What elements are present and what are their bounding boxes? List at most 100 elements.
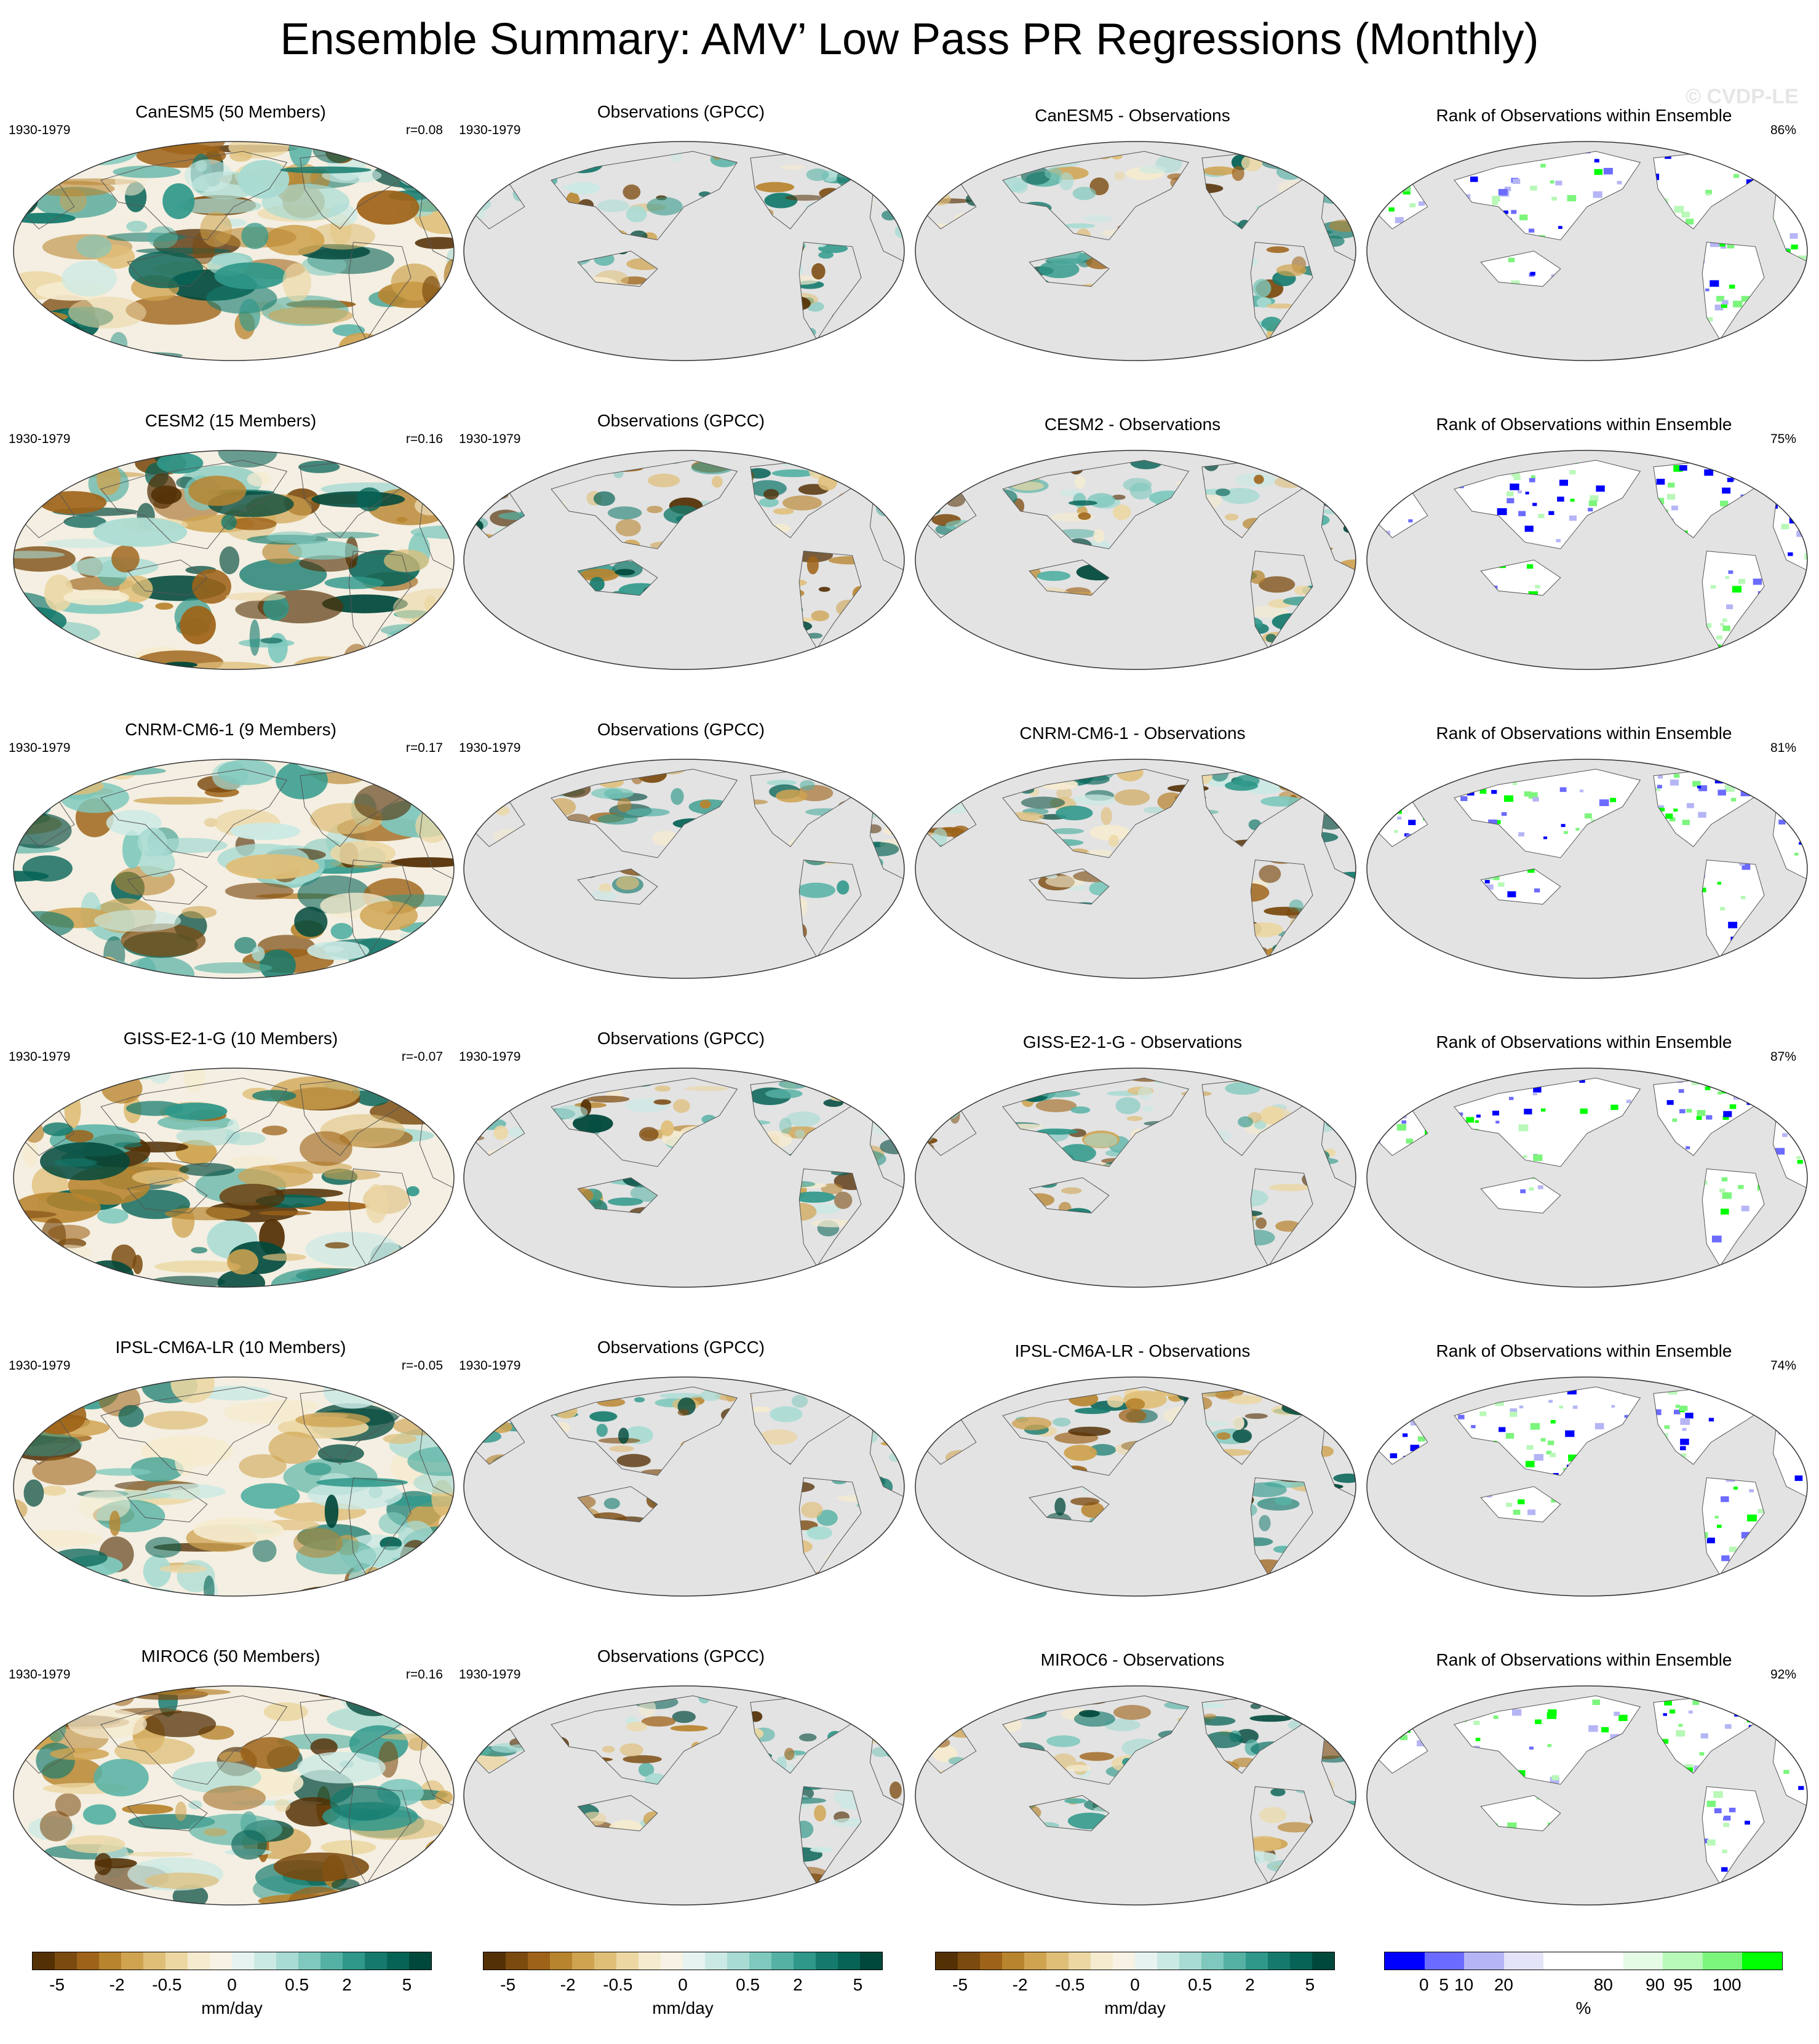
precip-anomaly-patch bbox=[143, 1711, 217, 1738]
coastline bbox=[348, 242, 412, 340]
rank-cell bbox=[1773, 1713, 1783, 1720]
diff-map bbox=[915, 759, 1356, 979]
panel-title: GISS-E2-1-G (10 Members) bbox=[123, 1029, 338, 1048]
precip-anomaly-patch bbox=[1212, 1685, 1246, 1691]
rank-cell bbox=[1462, 767, 1469, 768]
precip-anomaly-patch bbox=[603, 1498, 620, 1509]
precip-anomaly-patch bbox=[217, 1269, 265, 1287]
model-panel: GISS-E2-1-G (10 Members) 1930-1979 r=-0.07 bbox=[6, 1025, 455, 1333]
rank-cell bbox=[1391, 1579, 1399, 1586]
precip-anomaly-patch bbox=[923, 1084, 935, 1095]
rank-cell bbox=[1746, 179, 1753, 185]
precip-anomaly-patch bbox=[471, 1847, 474, 1864]
colorbar-swatch bbox=[1503, 1952, 1544, 1970]
precip-anomaly-patch bbox=[855, 772, 880, 786]
rank-cell bbox=[1726, 604, 1733, 610]
precip-anomaly-patch bbox=[837, 1876, 850, 1884]
coastline bbox=[551, 1386, 738, 1476]
rank-cell bbox=[1532, 1092, 1537, 1096]
rank-cell bbox=[1471, 1425, 1476, 1429]
precip-anomaly-patch bbox=[1283, 1587, 1323, 1593]
coastline bbox=[348, 1786, 412, 1885]
rank-cell bbox=[1674, 206, 1684, 213]
rank-cell bbox=[1670, 1709, 1676, 1714]
colorbar-unit: mm/day bbox=[201, 1998, 263, 2018]
rank-cell bbox=[1804, 795, 1807, 799]
panel-title: CESM2 - Observations bbox=[1044, 415, 1221, 434]
colorbar-swatch bbox=[188, 1952, 210, 1970]
rank-cell bbox=[1388, 1281, 1393, 1284]
precip-anomaly-patch bbox=[1341, 1384, 1356, 1391]
precip-anomaly-patch bbox=[181, 661, 276, 669]
precip-anomaly-patch bbox=[226, 1249, 258, 1275]
rank-cell bbox=[1426, 1709, 1435, 1716]
rank-cell bbox=[1588, 508, 1593, 512]
precip-anomaly-patch bbox=[1113, 505, 1131, 521]
precip-anomaly-patch bbox=[487, 1076, 516, 1079]
precip-anomaly-patch bbox=[439, 781, 454, 797]
colorbar-swatch bbox=[276, 1952, 298, 1970]
precip-anomaly-patch bbox=[39, 491, 107, 514]
precip-anomaly-patch bbox=[145, 1536, 181, 1558]
precip-anomaly-patch bbox=[471, 781, 485, 790]
rank-cell bbox=[1374, 832, 1377, 837]
colorbar-swatch bbox=[55, 1952, 77, 1970]
diff-map bbox=[915, 1685, 1356, 1906]
rank-cell bbox=[1779, 618, 1789, 626]
precip-anomaly-patch bbox=[926, 767, 959, 778]
precip-anomaly-patch bbox=[601, 1376, 640, 1379]
rank-cell bbox=[1374, 608, 1382, 615]
precip-anomaly-patch bbox=[414, 942, 425, 972]
precip-anomaly-patch bbox=[1249, 1715, 1292, 1722]
rank-cell bbox=[1760, 1866, 1765, 1870]
precip-anomaly-patch bbox=[393, 1416, 445, 1435]
precip-anomaly-patch bbox=[1243, 1482, 1287, 1498]
precip-anomaly-patch bbox=[433, 1714, 454, 1749]
precip-anomaly-patch bbox=[1087, 493, 1116, 508]
rank-cell bbox=[1374, 1084, 1380, 1092]
rank-cell bbox=[1401, 1274, 1407, 1279]
precip-anomaly-patch bbox=[320, 1840, 376, 1855]
rank-cell bbox=[1658, 805, 1664, 809]
precip-anomaly-patch bbox=[295, 1412, 370, 1427]
precip-anomaly-patch bbox=[933, 1101, 960, 1120]
rank-cell bbox=[1498, 667, 1506, 671]
precip-anomaly-patch bbox=[1270, 1788, 1286, 1797]
precip-anomaly-patch bbox=[498, 1693, 509, 1694]
obs-map bbox=[463, 1068, 905, 1288]
precip-anomaly-patch bbox=[218, 450, 277, 468]
precip-anomaly-patch bbox=[923, 943, 944, 957]
precip-anomaly-patch bbox=[471, 1746, 491, 1756]
precip-anomaly-patch bbox=[834, 1191, 853, 1209]
precip-anomaly-patch bbox=[864, 469, 875, 479]
rank-cell bbox=[1509, 1096, 1514, 1100]
precip-anomaly-patch bbox=[1054, 1498, 1066, 1516]
precip-anomaly-patch bbox=[105, 1279, 160, 1287]
model-map bbox=[13, 1685, 455, 1906]
rank-cell bbox=[1713, 1791, 1723, 1798]
precip-anomaly-patch bbox=[1305, 175, 1341, 184]
rank-cell bbox=[1696, 1116, 1702, 1120]
rank-cell bbox=[1698, 812, 1706, 818]
rank-cell bbox=[1524, 1109, 1532, 1115]
rank-cell bbox=[1753, 578, 1762, 585]
rank-cell bbox=[1519, 1405, 1524, 1408]
rank-cell bbox=[1377, 605, 1387, 612]
precip-anomaly-patch bbox=[471, 171, 510, 177]
rank-cell bbox=[1398, 1720, 1408, 1727]
map-border bbox=[915, 1685, 1356, 1906]
precip-anomaly-patch bbox=[1093, 529, 1105, 543]
precip-anomaly-patch bbox=[464, 1899, 476, 1906]
rank-cell bbox=[1741, 1531, 1751, 1539]
rank-cell bbox=[1393, 1883, 1399, 1884]
precip-anomaly-patch bbox=[266, 531, 317, 544]
precip-anomaly-patch bbox=[471, 1119, 492, 1127]
panel-title: CNRM-CM6-1 (9 Members) bbox=[125, 720, 336, 739]
precip-anomaly-patch bbox=[1078, 1710, 1100, 1717]
coastline bbox=[1029, 868, 1110, 905]
panel-title: Rank of Observations within Ensemble bbox=[1436, 1650, 1732, 1669]
precip-anomaly-patch bbox=[874, 800, 902, 818]
rank-cell bbox=[1805, 287, 1807, 293]
colorbar-tick-label: -0.5 bbox=[603, 1975, 633, 1994]
rank-cell bbox=[1785, 483, 1789, 486]
